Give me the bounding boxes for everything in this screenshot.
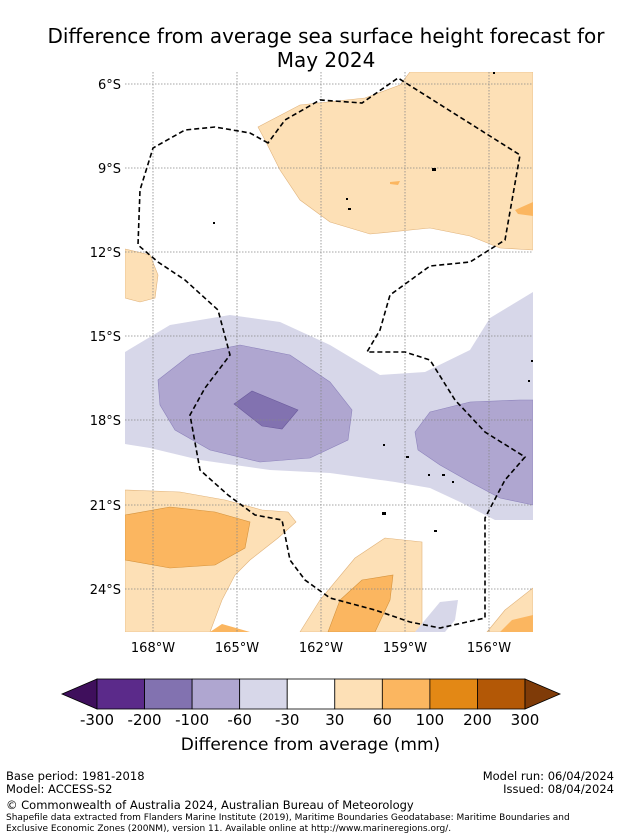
colorbar-tick-label: -300 xyxy=(80,711,114,729)
lat-label: 18°S xyxy=(90,414,121,429)
map-field xyxy=(125,72,533,632)
anomaly-patch-south-60-100 xyxy=(210,624,250,632)
footer-left: Base period: 1981-2018 Model: ACCESS-S2 xyxy=(6,770,145,796)
colorbar-extend-low xyxy=(60,678,98,710)
colorbar-swatch xyxy=(381,678,431,710)
colorbar-tick-label: -30 xyxy=(275,711,300,729)
shapefile-line-2: Exclusive Economic Zones (200NM), versio… xyxy=(6,824,452,834)
issued-date: Issued: 08/04/2024 xyxy=(503,782,614,796)
copyright: © Commonwealth of Australia 2024, Austra… xyxy=(6,798,414,812)
colorbar-tick-label: 200 xyxy=(463,711,492,729)
page-title: Difference from average sea surface heig… xyxy=(0,24,621,72)
shapefile-credit: Shapefile data extracted from Flanders M… xyxy=(6,813,570,835)
eez-boundary-west xyxy=(137,77,527,629)
anomaly-core-minus-100-200 xyxy=(233,390,299,430)
anomaly-region-north-30-60 xyxy=(257,72,533,251)
colorbar-swatch xyxy=(429,678,478,710)
lat-label: 9°S xyxy=(98,162,121,177)
anomaly-patch-ne-60-100 xyxy=(515,202,533,216)
lon-label: 162°W xyxy=(299,641,343,656)
anomaly-dot-north xyxy=(390,181,400,185)
colorbar-swatch xyxy=(191,678,241,710)
lon-label: 165°W xyxy=(215,641,259,656)
longitude-labels: 168°W 165°W 162°W 159°W 156°W xyxy=(131,641,511,656)
lat-label: 24°S xyxy=(90,583,121,598)
anomaly-region-minus-60-100-east xyxy=(414,399,533,506)
colorbar-swatch xyxy=(144,678,193,710)
colorbar: -300 -200 -100 -60 -30 30 60 100 200 300 xyxy=(60,678,562,729)
anomaly-patch-se-60-100 xyxy=(500,615,533,632)
colorbar-swatch xyxy=(96,678,145,710)
base-period: Base period: 1981-2018 xyxy=(6,769,145,783)
colorbar-swatch xyxy=(477,678,526,710)
title-line-2: May 2024 xyxy=(276,48,376,72)
lat-label: 21°S xyxy=(90,499,121,514)
model-run: Model run: 06/04/2024 xyxy=(482,769,614,783)
colorbar-tick-label: -200 xyxy=(128,711,162,729)
anomaly-patch-west xyxy=(125,248,159,303)
colorbar-swatch xyxy=(334,678,383,710)
lon-label: 156°W xyxy=(467,641,511,656)
title-line-1: Difference from average sea surface heig… xyxy=(47,24,605,48)
anomaly-patch-south-minus-30-60 xyxy=(415,600,458,632)
colorbar-tick-label: -100 xyxy=(175,711,209,729)
colorbar-swatch xyxy=(286,678,336,710)
lat-label: 6°S xyxy=(98,78,121,93)
footer-right: Model run: 06/04/2024 Issued: 08/04/2024 xyxy=(483,770,614,796)
legend-title: Difference from average (mm) xyxy=(180,735,441,755)
lat-label: 12°S xyxy=(90,246,121,261)
colorbar-tick-label: 30 xyxy=(325,711,344,729)
colorbar-extend-high xyxy=(524,678,562,710)
latitude-labels: 6°S 9°S 12°S 15°S 18°S 21°S 24°S xyxy=(90,78,121,598)
colorbar-tick-label: -60 xyxy=(227,711,252,729)
lon-label: 168°W xyxy=(131,641,175,656)
shapefile-line-1: Shapefile data extracted from Flanders M… xyxy=(6,813,570,823)
colorbar-tick-label: 60 xyxy=(373,711,392,729)
lat-label: 15°S xyxy=(90,330,121,345)
colorbar-tick-label: 300 xyxy=(511,711,540,729)
map-gridlines xyxy=(125,72,533,632)
anomaly-region-south-60-100 xyxy=(125,506,251,569)
model-name: Model: ACCESS-S2 xyxy=(6,782,113,796)
lon-label: 159°W xyxy=(383,641,427,656)
islands xyxy=(213,72,533,532)
colorbar-swatch xyxy=(239,678,288,710)
colorbar-tick-label: 100 xyxy=(416,711,445,729)
